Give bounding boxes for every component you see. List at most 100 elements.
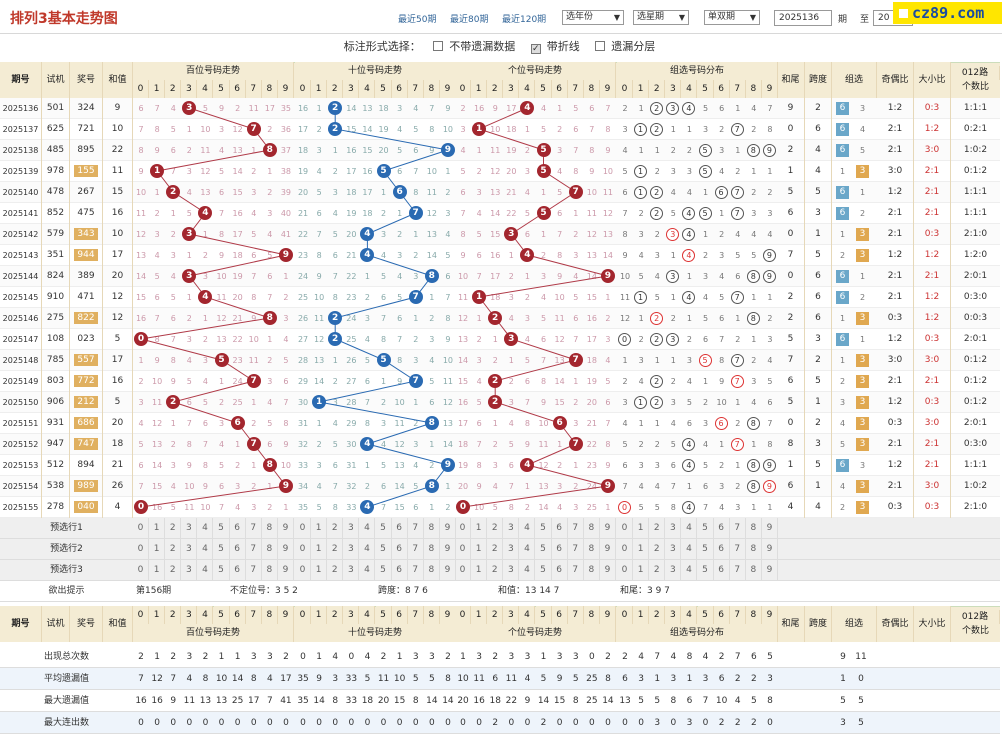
preselect-digit[interactable]: 1 (471, 560, 488, 581)
preselect-digit[interactable]: 2 (327, 518, 344, 539)
preselect-digit[interactable]: 5 (536, 518, 552, 539)
option-missing-layers[interactable]: 遗漏分层 (592, 40, 658, 53)
preselect-digit[interactable]: 8 (584, 539, 600, 560)
preselect-digit[interactable]: 5 (214, 560, 230, 581)
preselect-digit[interactable]: 8 (262, 518, 278, 539)
preselect-digit[interactable]: 7 (408, 518, 424, 539)
preselect-digit[interactable]: 1 (633, 518, 650, 539)
preselect-digit[interactable]: 4 (359, 539, 376, 560)
preselect-digit[interactable]: 9 (278, 539, 294, 560)
preselect-digit[interactable]: 1 (471, 518, 488, 539)
preselect-digit[interactable]: 8 (262, 560, 278, 581)
preselect-digit[interactable]: 1 (311, 560, 328, 581)
preselect-digit[interactable]: 1 (633, 560, 650, 581)
preselect-digit[interactable]: 5 (698, 539, 714, 560)
year-select[interactable]: 选年份 ▼ (562, 10, 624, 25)
preselect-digit[interactable]: 0 (617, 518, 634, 539)
preselect-digit[interactable]: 9 (762, 560, 778, 581)
preselect-digit[interactable]: 7 (568, 518, 584, 539)
preselect-digit[interactable]: 6 (230, 539, 246, 560)
preselect-digit[interactable]: 8 (424, 518, 440, 539)
preselect-digit[interactable]: 1 (149, 560, 166, 581)
preselect-digit[interactable]: 7 (730, 560, 746, 581)
preselect-digit[interactable]: 1 (311, 539, 328, 560)
preselect-digit[interactable]: 0 (617, 539, 634, 560)
preselect-digit[interactable]: 6 (392, 560, 408, 581)
preselect-digit[interactable]: 3 (503, 518, 520, 539)
preselect-digit[interactable]: 8 (424, 560, 440, 581)
preselect-digit[interactable]: 7 (246, 539, 262, 560)
preselect-digit[interactable]: 7 (568, 560, 584, 581)
preselect-digit[interactable]: 3 (503, 560, 520, 581)
preselect-digit[interactable]: 2 (649, 518, 666, 539)
preselect-digit[interactable]: 9 (600, 560, 616, 581)
preselect-digit[interactable]: 6 (714, 539, 730, 560)
preselect-digit[interactable]: 7 (568, 539, 584, 560)
checkbox-icon[interactable] (433, 41, 444, 51)
preselect-digit[interactable]: 0 (295, 518, 312, 539)
preselect-digit[interactable]: 9 (762, 518, 778, 539)
preselect-digit[interactable]: 6 (230, 560, 246, 581)
preselect-digit[interactable]: 0 (133, 560, 150, 581)
preselect-digit[interactable]: 2 (327, 560, 344, 581)
preselect-digit[interactable]: 0 (295, 560, 312, 581)
preselect-digit[interactable]: 2 (487, 560, 504, 581)
preselect-digit[interactable]: 2 (327, 539, 344, 560)
issue-header[interactable]: 期号 (0, 62, 42, 98)
preselect-digit[interactable]: 4 (197, 560, 214, 581)
issue-header[interactable]: 期号 (0, 606, 42, 642)
option-no-missing[interactable]: 不带遗漏数据 (430, 40, 518, 53)
option-with-lines[interactable]: ✓ 带折线 (530, 40, 580, 54)
preselect-digit[interactable]: 5 (698, 518, 714, 539)
preselect-digit[interactable]: 5 (698, 560, 714, 581)
preselect-digit[interactable]: 2 (165, 539, 182, 560)
preselect-digit[interactable]: 9 (440, 560, 456, 581)
recent-80-link[interactable]: 最近80期 (450, 15, 489, 25)
preselect-digit[interactable]: 1 (311, 518, 328, 539)
preselect-digit[interactable]: 3 (503, 539, 520, 560)
preselect-digit[interactable]: 4 (681, 518, 698, 539)
preselect-digit[interactable]: 8 (262, 539, 278, 560)
preselect-digit[interactable]: 4 (359, 518, 376, 539)
preselect-digit[interactable]: 9 (278, 518, 294, 539)
preselect-digit[interactable]: 4 (519, 518, 536, 539)
preselect-digit[interactable]: 4 (359, 560, 376, 581)
preselect-digit[interactable]: 4 (197, 518, 214, 539)
preselect-digit[interactable]: 5 (214, 539, 230, 560)
preselect-digit[interactable]: 0 (133, 539, 150, 560)
preselect-digit[interactable]: 9 (762, 539, 778, 560)
preselect-digit[interactable]: 1 (633, 539, 650, 560)
preselect-digit[interactable]: 3 (181, 539, 198, 560)
preselect-digit[interactable]: 9 (440, 518, 456, 539)
preselect-digit[interactable]: 5 (376, 539, 392, 560)
preselect-digit[interactable]: 9 (278, 560, 294, 581)
odd-even-issue-select[interactable]: 单双期 ▼ (704, 10, 760, 25)
preselect-digit[interactable]: 0 (617, 560, 634, 581)
preselect-digit[interactable]: 1 (149, 518, 166, 539)
preselect-digit[interactable]: 3 (665, 560, 682, 581)
weekday-select[interactable]: 选星期 ▼ (633, 10, 689, 25)
preselect-digit[interactable]: 2 (649, 560, 666, 581)
preselect-digit[interactable]: 2 (165, 518, 182, 539)
preselect-digit[interactable]: 3 (181, 518, 198, 539)
preselect-digit[interactable]: 3 (343, 539, 360, 560)
preselect-digit[interactable]: 7 (246, 518, 262, 539)
preselect-digit[interactable]: 0 (455, 539, 472, 560)
preselect-digit[interactable]: 4 (681, 560, 698, 581)
preselect-digit[interactable]: 8 (584, 560, 600, 581)
start-issue-input[interactable]: 2025136 (774, 10, 832, 26)
preselect-digit[interactable]: 6 (552, 539, 568, 560)
preselect-digit[interactable]: 5 (376, 518, 392, 539)
preselect-digit[interactable]: 5 (536, 539, 552, 560)
preselect-digit[interactable]: 9 (440, 539, 456, 560)
preselect-digit[interactable]: 1 (149, 539, 166, 560)
recent-120-link[interactable]: 最近120期 (502, 15, 547, 25)
preselect-digit[interactable]: 4 (519, 560, 536, 581)
preselect-digit[interactable]: 3 (343, 518, 360, 539)
preselect-digit[interactable]: 7 (730, 518, 746, 539)
preselect-digit[interactable]: 6 (392, 518, 408, 539)
preselect-digit[interactable]: 4 (519, 539, 536, 560)
preselect-digit[interactable]: 6 (392, 539, 408, 560)
preselect-digit[interactable]: 4 (197, 539, 214, 560)
preselect-digit[interactable]: 8 (746, 518, 762, 539)
